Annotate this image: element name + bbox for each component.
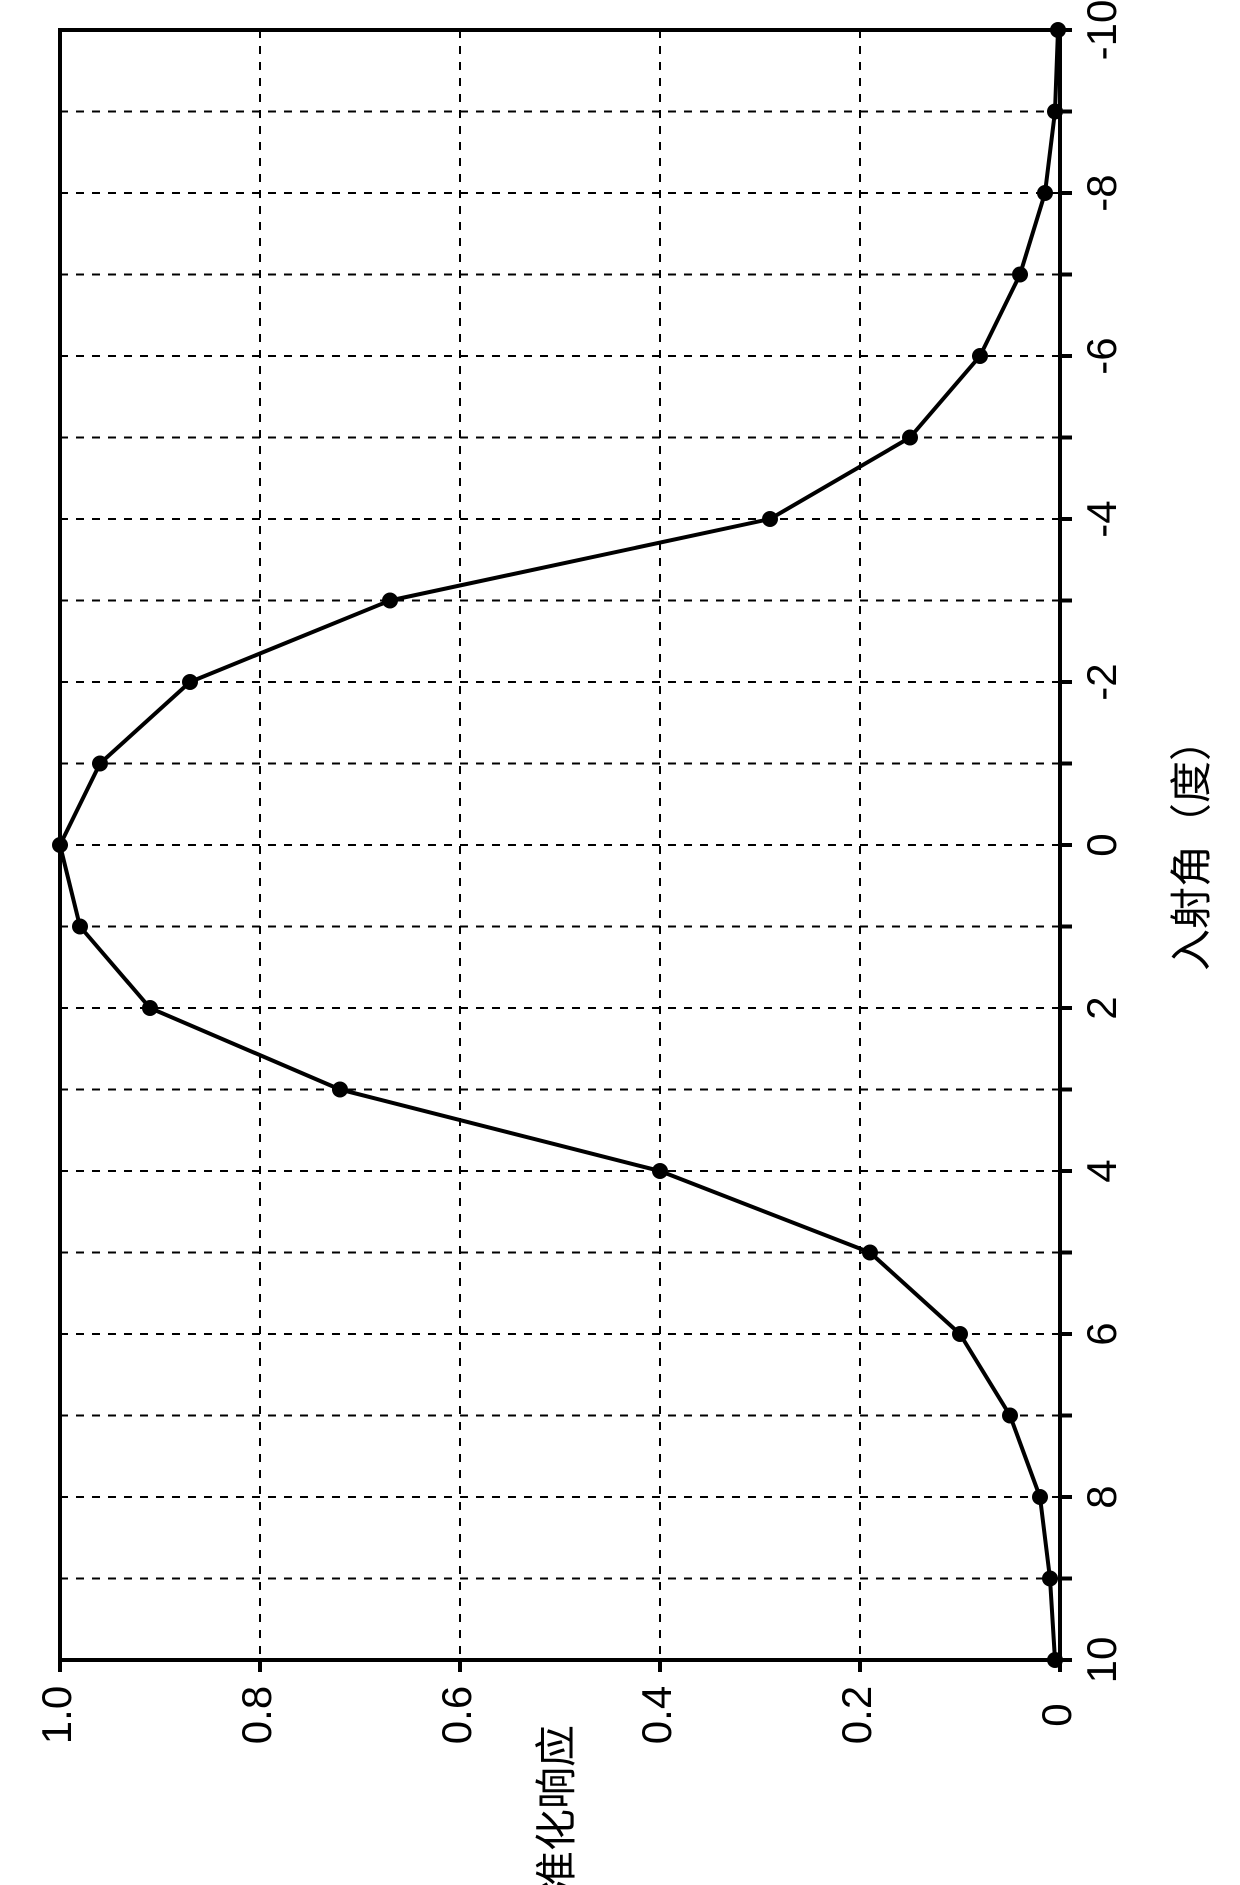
x-tick-label: -10 — [1078, 0, 1125, 60]
line-chart: -10 -8 -6 -4 -2 0 2 4 6 8 10 0 0.2 0.4 0.6 0.8 1.0 入射角（度）… — [0, 0, 1240, 1885]
x-tick-label: 10 — [1078, 1637, 1125, 1684]
y-tick-label: 0.6 — [433, 1686, 480, 1744]
x-tick-label: 6 — [1078, 1322, 1125, 1345]
x-tick-label: 4 — [1078, 1159, 1125, 1182]
x-tick-label: 2 — [1078, 996, 1125, 1019]
chart-container: -10 -8 -6 -4 -2 0 2 4 6 8 10 0 0.2 0.4 0.6 0.8 1.0 入射角（度）… — [0, 0, 1240, 1885]
x-tick-label: -6 — [1078, 337, 1125, 374]
x-tick-label: 8 — [1078, 1485, 1125, 1508]
y-tick-label: 0.4 — [633, 1686, 680, 1744]
y-tick-label: 1.0 — [33, 1686, 80, 1744]
x-tick-label: -8 — [1078, 174, 1125, 211]
x-tick-label: 0 — [1078, 833, 1125, 856]
y-tick-label: 0.2 — [833, 1686, 880, 1744]
x-tick-label: -2 — [1078, 663, 1125, 700]
x-axis-title: 入射角（度） — [1168, 719, 1215, 971]
y-tick-label: 0.8 — [233, 1686, 280, 1744]
x-tick-label: -4 — [1078, 500, 1125, 537]
y-axis-title: 标准化响应 — [533, 1725, 580, 1885]
y-tick-label: 0 — [1033, 1703, 1080, 1726]
